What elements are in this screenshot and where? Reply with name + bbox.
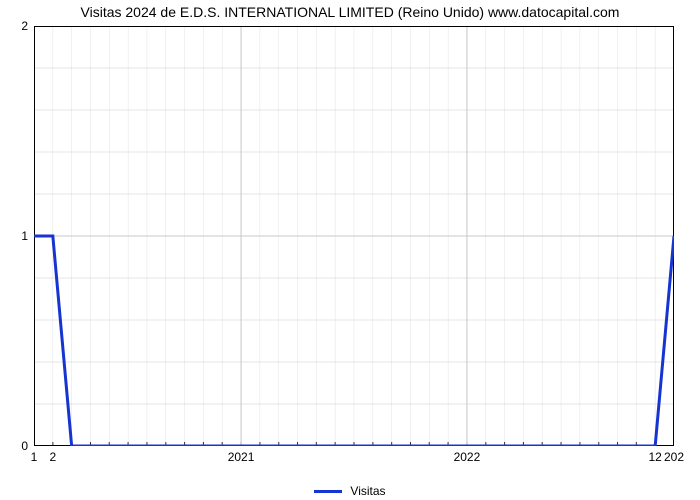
chart-svg [34, 26, 674, 446]
y-tick-label: 2 [8, 19, 28, 33]
chart-plot-area [34, 26, 674, 446]
x-tick-label: 1 [31, 450, 38, 464]
chart-legend: Visitas [0, 484, 700, 498]
x-tick-label: 2022 [454, 450, 481, 464]
x-tick-label: 202 [664, 450, 684, 464]
x-tick-label: 2021 [228, 450, 255, 464]
chart-title: Visitas 2024 de E.D.S. INTERNATIONAL LIM… [0, 0, 700, 20]
x-tick-label: 12 [648, 450, 661, 464]
legend-swatch [314, 490, 342, 493]
y-tick-label: 0 [8, 439, 28, 453]
legend-label: Visitas [350, 484, 385, 498]
chart-container: Visitas 2024 de E.D.S. INTERNATIONAL LIM… [0, 0, 700, 500]
y-tick-label: 1 [8, 229, 28, 243]
x-tick-label: 2 [49, 450, 56, 464]
